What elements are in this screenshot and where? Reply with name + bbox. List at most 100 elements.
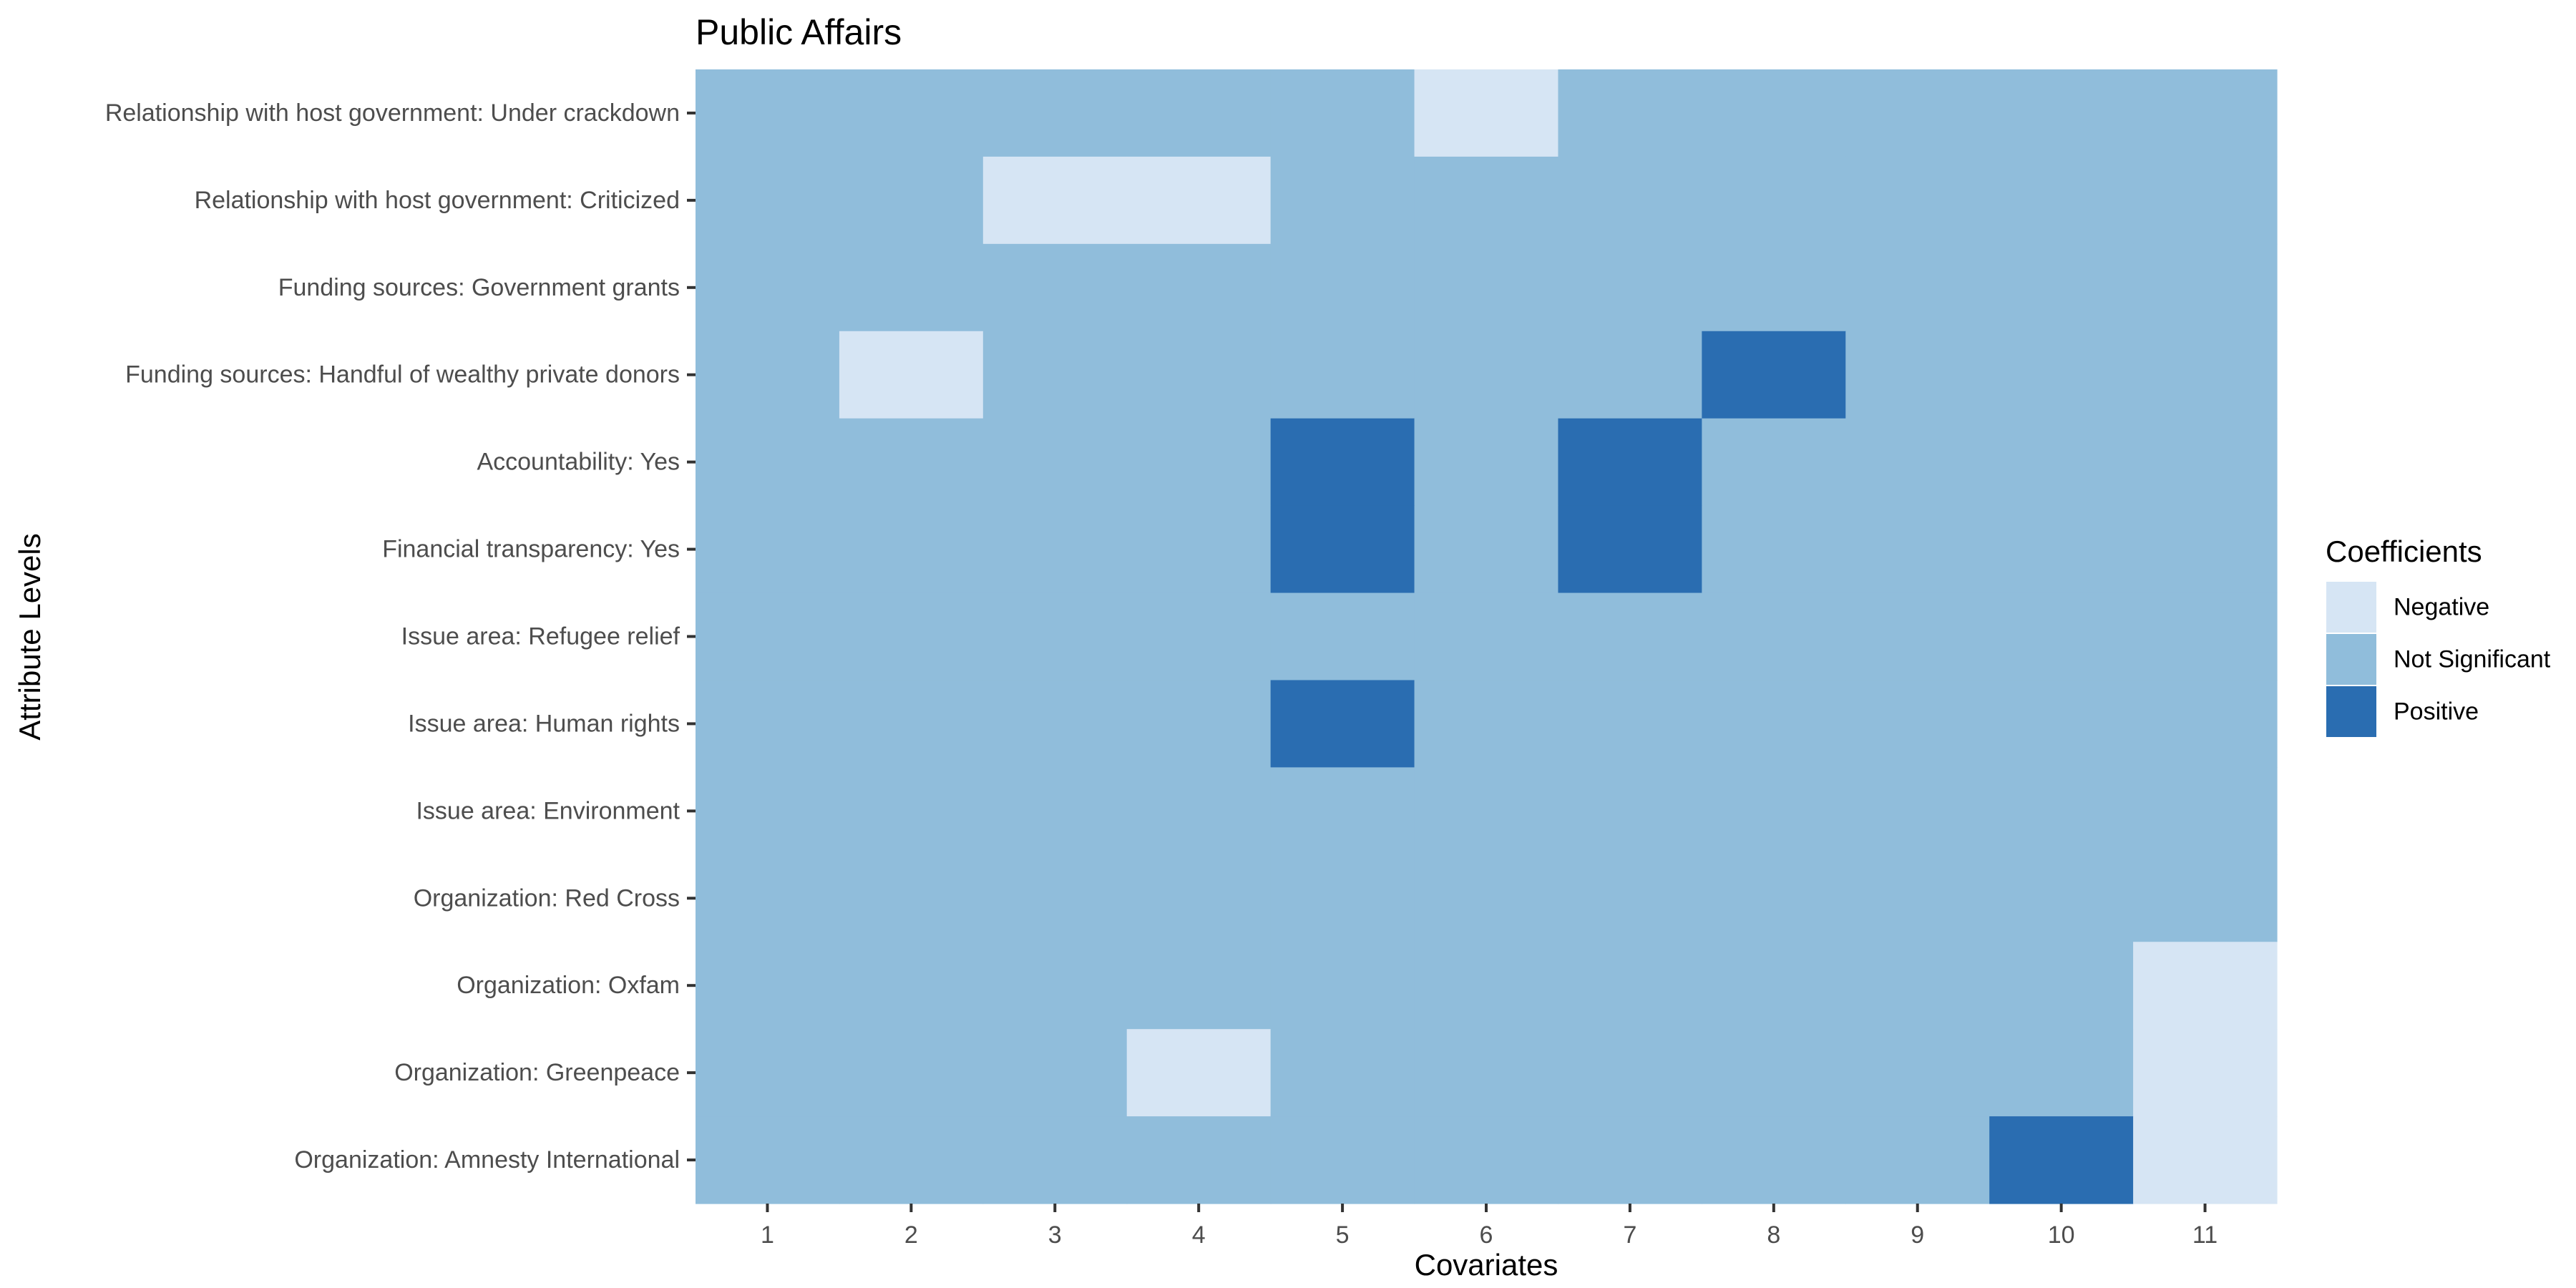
heatmap-cell — [1270, 243, 1415, 332]
heatmap-cell — [1270, 505, 1415, 594]
heatmap-cell — [1702, 767, 1846, 855]
heatmap-cell — [1558, 69, 1702, 157]
y-tick-label: Financial transparency: Yes — [382, 536, 680, 563]
x-tick-label: 9 — [1911, 1221, 1924, 1249]
chart-title: Public Affairs — [696, 12, 902, 52]
heatmap-cell — [1702, 156, 1846, 245]
heatmap-cell — [2133, 418, 2278, 507]
heatmap-cell — [1270, 69, 1415, 157]
heatmap-cell — [1414, 156, 1559, 245]
heatmap-cell — [1845, 1116, 1990, 1204]
heatmap-cell — [839, 767, 984, 855]
y-axis: Relationship with host government: Under… — [105, 99, 696, 1174]
heatmap-cell — [1702, 418, 1846, 507]
y-tick-label: Issue area: Refugee relief — [401, 623, 680, 650]
heatmap-cell — [1270, 331, 1415, 419]
heatmap-cell — [1126, 680, 1272, 768]
heatmap-cell — [2133, 505, 2278, 594]
heatmap-cell — [2133, 1029, 2278, 1117]
heatmap-cell — [1558, 680, 1702, 768]
heatmap-cell — [1702, 1116, 1846, 1204]
y-tick-label: Organization: Greenpeace — [394, 1059, 680, 1086]
heatmap-cell — [1558, 592, 1702, 681]
heatmap-cell — [1414, 592, 1559, 681]
heatmap-cell — [696, 505, 840, 594]
heatmap-cell — [1270, 1029, 1415, 1117]
heatmap-cell — [982, 331, 1128, 419]
heatmap-cell — [1845, 1029, 1990, 1117]
heatmap-cell — [696, 1029, 840, 1117]
x-tick-label: 7 — [1623, 1221, 1636, 1249]
heatmap-cell — [1845, 331, 1990, 419]
heatmap-cell — [1845, 767, 1990, 855]
y-tick-label: Funding sources: Government grants — [278, 274, 680, 301]
heatmap-cell — [1126, 505, 1272, 594]
legend-title: Coefficients — [2326, 535, 2482, 568]
heatmap-cell — [2133, 680, 2278, 768]
heatmap-cell — [2133, 767, 2278, 855]
heatmap-cell — [1845, 942, 1990, 1030]
heatmap-cell — [1845, 69, 1990, 157]
x-tick-label: 4 — [1192, 1221, 1206, 1249]
heatmap-cells — [696, 69, 2278, 1204]
legend: Coefficients Negative Not Significant Posi… — [2325, 535, 2551, 738]
heatmap-cell — [1845, 505, 1990, 594]
heatmap-cell — [1845, 592, 1990, 681]
heatmap-cell — [839, 1116, 984, 1204]
heatmap-cell — [982, 243, 1128, 332]
heatmap-cell — [839, 505, 984, 594]
heatmap-cell — [1702, 592, 1846, 681]
legend-label: Negative — [2394, 594, 2489, 621]
heatmap-cell — [1989, 1116, 2134, 1204]
heatmap-cell — [2133, 156, 2278, 245]
y-tick-label: Organization: Oxfam — [457, 972, 680, 999]
heatmap-cell — [982, 854, 1128, 942]
heatmap-cell — [1270, 680, 1415, 768]
heatmap-cell — [1414, 942, 1559, 1030]
heatmap-cell — [1270, 854, 1415, 942]
heatmap-cell — [839, 69, 984, 157]
heatmap-cell — [696, 767, 840, 855]
heatmap-cell — [1989, 69, 2134, 157]
heatmap-cell — [1270, 1116, 1415, 1204]
y-tick-label: Issue area: Human rights — [408, 710, 680, 737]
heatmap-cell — [1702, 331, 1846, 419]
x-tick-label: 11 — [2192, 1221, 2218, 1249]
heatmap-cell — [982, 1116, 1128, 1204]
heatmap-cell — [1558, 418, 1702, 507]
heatmap-cell — [1558, 505, 1702, 594]
heatmap-cell — [1702, 243, 1846, 332]
legend-swatch — [2325, 633, 2378, 686]
heatmap-cell — [839, 854, 984, 942]
legend-label: Not Significant — [2394, 646, 2551, 673]
heatmap-cell — [1845, 680, 1990, 768]
x-tick-label: 1 — [761, 1221, 774, 1249]
heatmap-cell — [2133, 243, 2278, 332]
heatmap-cell — [1989, 505, 2134, 594]
heatmap-cell — [1414, 69, 1559, 157]
heatmap-cell — [1989, 243, 2134, 332]
heatmap-cell — [1126, 1029, 1272, 1117]
heatmap-cell — [839, 331, 984, 419]
heatmap-cell — [1270, 592, 1415, 681]
heatmap-cell — [1126, 331, 1272, 419]
heatmap-cell — [1270, 942, 1415, 1030]
heatmap-cell — [1702, 854, 1846, 942]
heatmap-cell — [1414, 680, 1559, 768]
x-tick-label: 6 — [1480, 1221, 1493, 1249]
y-axis-title: Attribute Levels — [13, 533, 47, 741]
y-tick-label: Funding sources: Handful of wealthy priv… — [125, 361, 680, 389]
heatmap-cell — [1126, 592, 1272, 681]
y-tick-label: Relationship with host government: Under… — [105, 99, 680, 127]
heatmap-cell — [1414, 331, 1559, 419]
heatmap-cell — [1270, 156, 1415, 245]
heatmap-cell — [1270, 418, 1415, 507]
heatmap-cell — [839, 418, 984, 507]
x-tick-label: 5 — [1336, 1221, 1350, 1249]
heatmap-cell — [1270, 767, 1415, 855]
heatmap-cell — [696, 854, 840, 942]
heatmap-cell — [696, 243, 840, 332]
heatmap-cell — [839, 156, 984, 245]
legend-swatch — [2325, 580, 2378, 634]
heatmap-cell — [1702, 505, 1846, 594]
